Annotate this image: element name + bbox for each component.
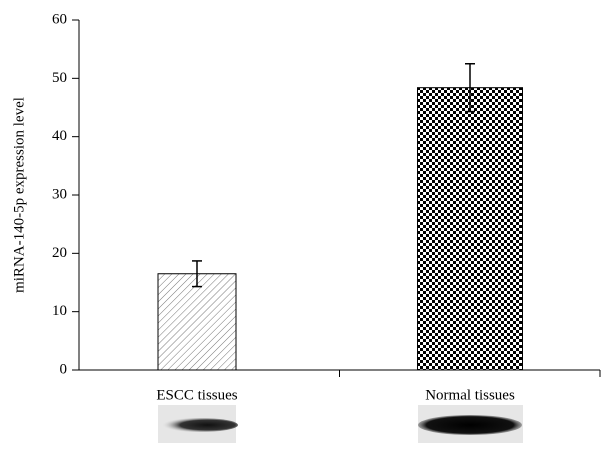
y-tick-label: 20 [52,245,67,261]
x-tick-label: Normal tissues [425,387,515,403]
y-tick-label: 0 [60,361,68,377]
y-tick-label: 10 [52,303,67,319]
y-tick-label: 50 [52,70,67,86]
error-bar [465,63,475,113]
bar [157,273,237,371]
western-blot [158,405,523,443]
x-tick-label: ESCC tissues [156,387,237,403]
error-bar [192,260,202,288]
y-tick-label: 30 [52,186,67,202]
y-tick-label: 40 [52,128,67,144]
bar [417,87,523,371]
y-tick-label: 60 [52,11,67,27]
y-axis-label: miRNA-140-5p expression level [11,97,27,293]
